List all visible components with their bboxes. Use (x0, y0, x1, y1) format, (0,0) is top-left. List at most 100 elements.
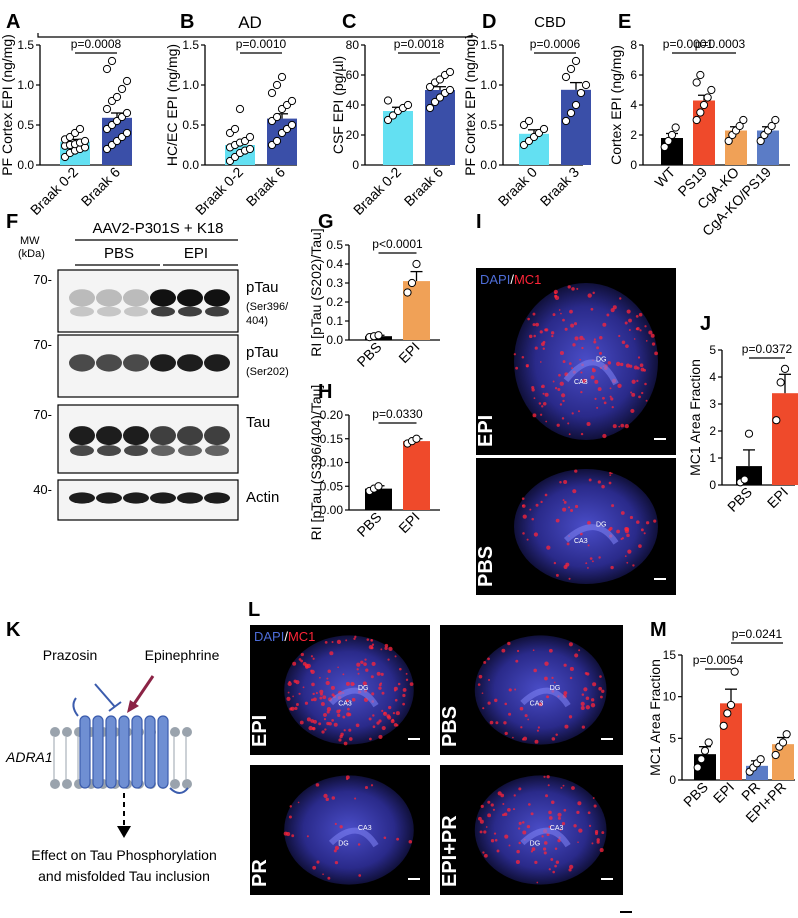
mc1-signal (563, 500, 567, 504)
mc1-signal (339, 825, 343, 829)
mc1-signal (283, 831, 288, 836)
mc1-signal (286, 696, 291, 701)
mc1-signal (402, 688, 407, 692)
blot-0: 70- pTau (Ser396/404) (33, 269, 289, 333)
blot-band (124, 445, 148, 456)
mc1-signal (481, 692, 484, 694)
mc1-signal (387, 658, 390, 661)
mc1-signal (626, 533, 630, 538)
mc1-signal (393, 722, 398, 727)
blot-3: 40- Actin (33, 479, 279, 521)
x-tick-label: EPI (764, 484, 791, 511)
stain-dapi: DAPI (480, 272, 510, 287)
mc1-signal (651, 342, 656, 346)
blot-band (96, 492, 122, 504)
mc1-signal (545, 794, 549, 798)
region-ca3: CA3 (550, 825, 564, 832)
mc1-signal (598, 556, 601, 559)
mc1-signal (592, 682, 597, 687)
data-point (576, 88, 586, 98)
mc1-signal (515, 659, 519, 663)
mc1-signal (327, 876, 331, 880)
mc1-signal (321, 730, 325, 734)
region-ca3: CA3 (574, 379, 588, 386)
panel-letter-k: K (6, 619, 21, 641)
mc1-signal (522, 821, 525, 824)
lipid-head (62, 727, 72, 737)
mc1-signal (587, 293, 592, 298)
mc1-signal (543, 841, 548, 845)
ad-label: AD (238, 13, 262, 32)
mc1-signal (342, 673, 345, 676)
mc1-signal (312, 692, 315, 696)
mc1-signal (502, 802, 505, 805)
mc1-signal (353, 637, 356, 640)
data-point (277, 72, 287, 82)
mc1-signal (543, 851, 547, 855)
mc1-signal (331, 719, 334, 722)
data-point (75, 124, 85, 134)
x-tick-label: PBS (353, 339, 384, 370)
mc1-signal (598, 686, 602, 691)
cbd-label: CBD (534, 14, 566, 31)
mc1-signal (542, 847, 547, 851)
mc1-signal (539, 330, 543, 334)
mc1-signal (536, 881, 539, 884)
mc1-signal (593, 804, 597, 808)
data-point (272, 136, 282, 146)
p-value-label: p=0.0241 (732, 627, 783, 641)
y-tick-label: 0.0 (182, 158, 199, 172)
mc1-signal (596, 840, 600, 844)
y-tick-label: 4 (630, 98, 637, 112)
mc1-signal (350, 682, 355, 686)
data-point (756, 755, 765, 764)
mc1-signal (631, 392, 636, 397)
blot-label: Actin (246, 489, 279, 506)
mc1-signal (526, 824, 531, 829)
blot-band (177, 354, 203, 372)
mc1-signal (632, 564, 635, 567)
mc1-signal (546, 775, 550, 779)
mc1-signal (300, 659, 304, 663)
p-value-label: p<0.0001 (372, 237, 423, 251)
mc1-signal (533, 668, 537, 673)
data-point (272, 112, 282, 122)
mc1-signal (330, 685, 335, 690)
mc1-signal (562, 360, 566, 364)
mc1-signal (539, 361, 542, 363)
mc1-signal (580, 391, 583, 394)
mc1-signal (636, 520, 640, 524)
mc1-signal (503, 812, 508, 817)
y-tick-label: 1.0 (17, 78, 34, 92)
mc1-signal (489, 720, 494, 725)
mc1-signal (315, 783, 320, 787)
mc1-signal (577, 841, 579, 844)
mc1-signal (563, 691, 568, 695)
mc1-signal (390, 719, 395, 724)
mc1-signal (402, 702, 405, 706)
mc1-signal (501, 648, 506, 653)
mc1-signal (354, 635, 357, 638)
mc1-signal (537, 726, 540, 729)
lipid-head (182, 727, 192, 737)
mc1-signal (507, 807, 511, 812)
mc1-signal (322, 695, 327, 700)
mc1-signal (477, 683, 481, 686)
mc1-signal (326, 710, 330, 714)
mc1-signal (552, 313, 556, 317)
hippocampus (520, 827, 571, 848)
y-axis-label: PF Cortex EPI (ng/mg) (0, 34, 15, 176)
y-tick-label: 0 (709, 478, 716, 492)
mc1-signal (517, 827, 521, 830)
mc1-signal (306, 717, 311, 722)
mc1-signal (610, 565, 614, 570)
drug-prazosin: Prazosin (43, 647, 97, 663)
c-terminus (169, 787, 189, 794)
mc1-signal (615, 361, 621, 367)
mc1-signal (586, 672, 590, 676)
mc1-signal (306, 663, 311, 669)
p-value-label: p=0.0001 (663, 37, 714, 51)
mc1-signal (631, 379, 636, 384)
y-tick-label: 0.5 (480, 118, 497, 132)
